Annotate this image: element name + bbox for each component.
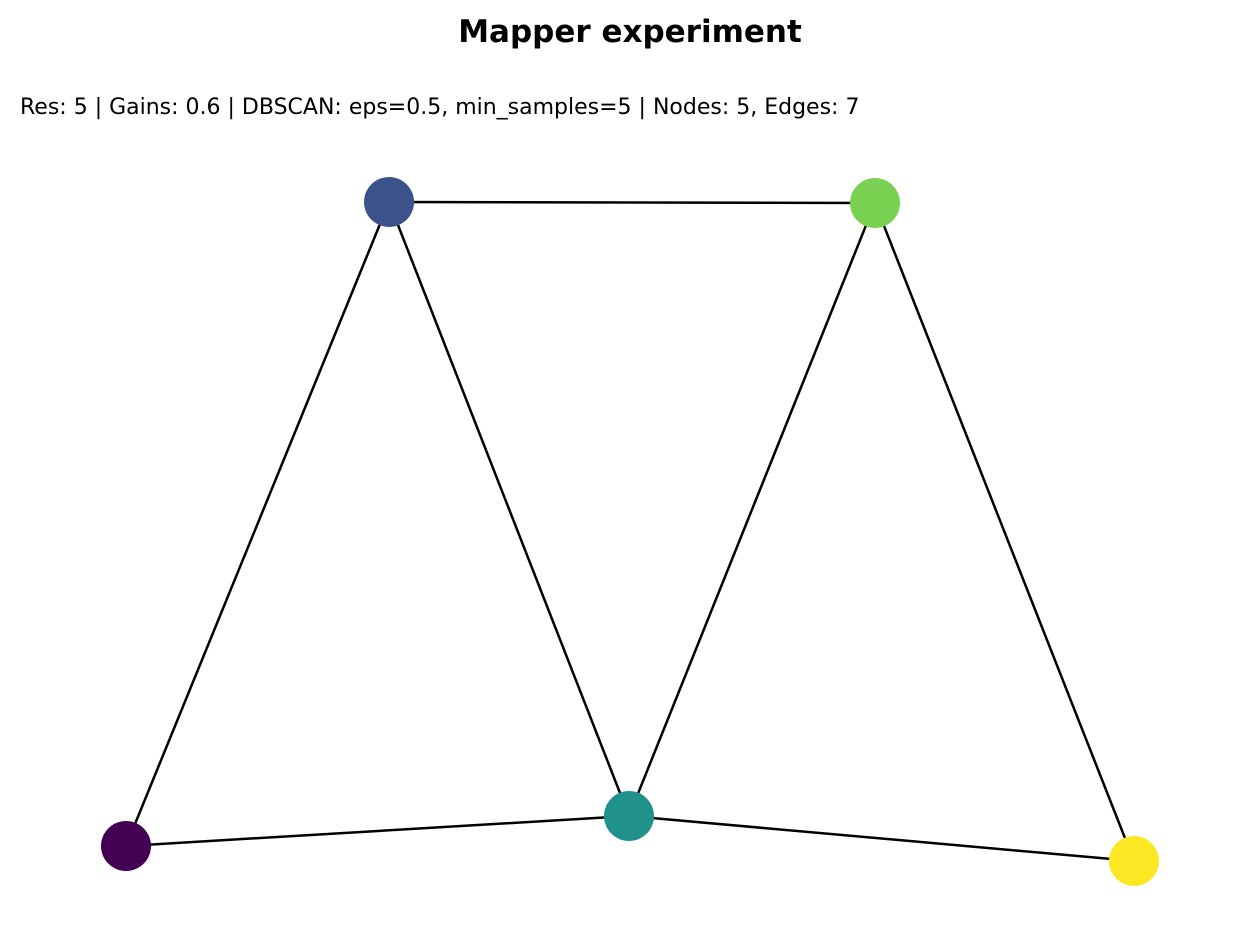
graph-edge-n2-n3	[627, 202, 877, 817]
graph-node-n2	[604, 791, 654, 841]
edges-layer	[124, 200, 1136, 863]
graph-node-n4	[1109, 836, 1159, 886]
nodes-layer	[101, 177, 1159, 886]
graph-edge-n1-n2	[387, 201, 631, 817]
graph-node-n3	[850, 178, 900, 228]
graph-edge-n1-n3	[388, 200, 876, 205]
graph-edge-n0-n2	[125, 814, 630, 848]
graph-edge-n3-n4	[873, 202, 1136, 862]
figure-title: Mapper experiment	[458, 14, 802, 50]
graph-node-n0	[101, 821, 151, 871]
graph-node-n1	[364, 177, 414, 227]
graph-edge-n2-n4	[628, 814, 1135, 863]
graph-edge-n0-n1	[124, 201, 391, 847]
figure-subtitle: Res: 5 | Gains: 0.6 | DBSCAN: eps=0.5, m…	[20, 95, 860, 120]
